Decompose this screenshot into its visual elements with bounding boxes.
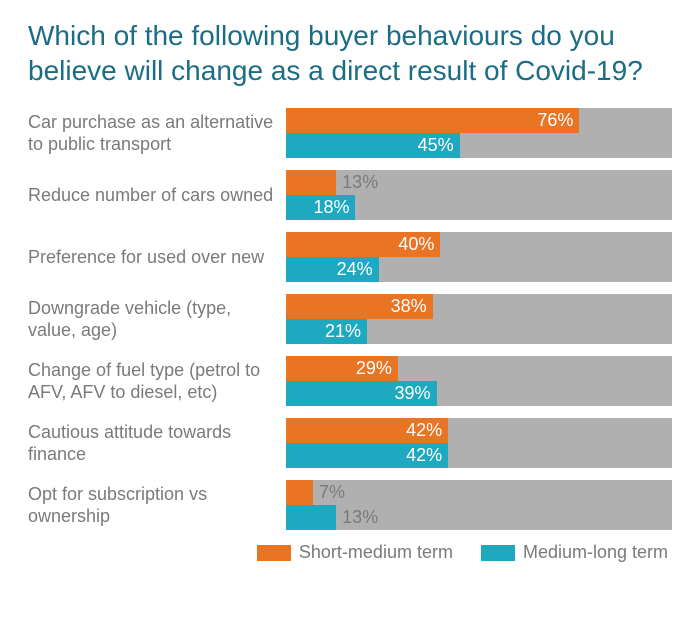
bar-track: 18% [286,195,672,220]
swatch-short-icon [257,545,291,561]
legend-label-short: Short-medium term [299,542,453,563]
chart-row: Reduce number of cars owned13%18% [28,170,672,220]
bar-track: 76% [286,108,672,133]
bar-fill-short: 40% [286,232,440,257]
bar-fill-short: 38% [286,294,433,319]
row-label: Preference for used over new [28,246,280,269]
chart-row: Opt for subscription vs ownership7%13% [28,480,672,530]
chart-row: Downgrade vehicle (type, value, age) 38% 2… [28,294,672,344]
bar-value: 39% [395,383,431,404]
bar-value: 21% [325,321,361,342]
bar-value: 40% [398,234,434,255]
bar-value: 24% [337,259,373,280]
legend-item-short: Short-medium term [257,542,453,563]
bar-fill-short: 42% [286,418,448,443]
chart-row: Preference for used over new 40% 24% [28,232,672,282]
row-bars: 76% 45% [286,108,672,158]
row-label: Reduce number of cars owned [28,184,280,207]
bar-track: 42% [286,443,672,468]
bar-fill-long: 45% [286,133,460,158]
row-bars: 13%18% [286,170,672,220]
bar-value: 42% [406,420,442,441]
row-label: Car purchase as an alternative to public… [28,111,280,156]
bar-value: 7% [319,482,345,503]
bar-fill-long: 24% [286,257,379,282]
row-label: Opt for subscription vs ownership [28,483,280,528]
bar-fill-long: 21% [286,319,367,344]
bar-fill-long: 13% [286,505,336,530]
bar-value: 45% [418,135,454,156]
bar-value: 18% [313,197,349,218]
bar-track: 38% [286,294,672,319]
bar-fill-short: 29% [286,356,398,381]
legend: Short-medium term Medium-long term [28,542,672,563]
row-bars: 38% 21% [286,294,672,344]
chart-row: Car purchase as an alternative to public… [28,108,672,158]
bar-fill-short: 76% [286,108,579,133]
row-bars: 7%13% [286,480,672,530]
chart-row: Cautious attitude towards finance42%42% [28,418,672,468]
bar-track: 39% [286,381,672,406]
row-label: Change of fuel type (petrol to AFV, AFV … [28,359,280,404]
bar-value: 13% [342,507,378,528]
row-bars: 42%42% [286,418,672,468]
bar-value: 29% [356,358,392,379]
bar-track: 42% [286,418,672,443]
bar-fill-long: 42% [286,443,448,468]
chart-title: Which of the following buyer behaviours … [28,18,672,88]
swatch-long-icon [481,545,515,561]
bar-value: 42% [406,445,442,466]
row-label: Downgrade vehicle (type, value, age) [28,297,280,342]
bar-track: 7% [286,480,672,505]
bar-fill-long: 18% [286,195,355,220]
bar-value: 38% [391,296,427,317]
legend-item-long: Medium-long term [481,542,668,563]
row-bars: 29%39% [286,356,672,406]
row-bars: 40% 24% [286,232,672,282]
bar-value: 13% [342,172,378,193]
bar-fill-short: 13% [286,170,336,195]
chart-row: Change of fuel type (petrol to AFV, AFV … [28,356,672,406]
bar-value: 76% [537,110,573,131]
legend-label-long: Medium-long term [523,542,668,563]
bar-fill-long: 39% [286,381,437,406]
bar-track: 45% [286,133,672,158]
bar-fill-short: 7% [286,480,313,505]
row-label: Cautious attitude towards finance [28,421,280,466]
bar-track: 13% [286,170,672,195]
bar-track: 24% [286,257,672,282]
bar-track: 13% [286,505,672,530]
bar-track: 29% [286,356,672,381]
bar-chart: Car purchase as an alternative to public… [28,108,672,530]
bar-track: 40% [286,232,672,257]
bar-track: 21% [286,319,672,344]
